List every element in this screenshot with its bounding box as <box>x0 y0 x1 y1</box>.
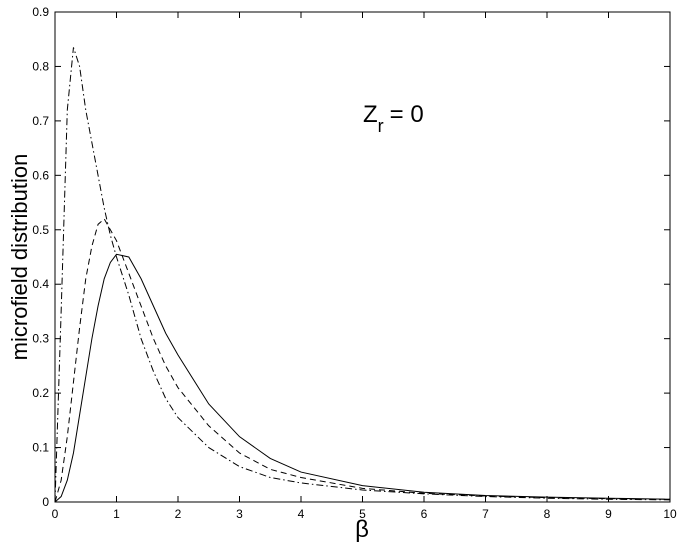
y-tick-label: 0.3 <box>32 332 49 346</box>
x-tick-label: 9 <box>605 507 612 521</box>
x-tick-label: 4 <box>298 507 305 521</box>
y-axis-label: microfield distribution <box>7 154 32 361</box>
y-tick-label: 0.6 <box>32 168 49 182</box>
y-tick-label: 0.8 <box>32 59 49 73</box>
x-tick-label: 0 <box>52 507 59 521</box>
x-tick-label: 8 <box>544 507 551 521</box>
y-tick-label: 0.4 <box>32 277 49 291</box>
y-tick-label: 0.5 <box>32 223 49 237</box>
y-tick-label: 0.9 <box>32 5 49 19</box>
annotation-sub: r <box>378 116 384 136</box>
x-tick-label: 2 <box>175 507 182 521</box>
x-tick-label: 7 <box>482 507 489 521</box>
x-tick-label: 1 <box>113 507 120 521</box>
x-tick-label: 5 <box>359 507 366 521</box>
x-tick-label: 6 <box>421 507 428 521</box>
annotation-rest: = 0 <box>390 101 424 128</box>
y-tick-label: 0.1 <box>32 441 49 455</box>
x-axis-label: β <box>355 516 369 543</box>
series-line <box>54 218 671 503</box>
y-tick-label: 0.7 <box>32 114 49 128</box>
y-tick-label: 0 <box>42 495 49 509</box>
series-line <box>54 253 671 503</box>
x-tick-label: 3 <box>236 507 243 521</box>
annotation-base: Z <box>363 101 378 128</box>
x-tick-label: 10 <box>663 507 677 521</box>
series-line <box>54 47 671 503</box>
plot-frame <box>54 11 671 503</box>
annotation: Zr = 0 <box>363 101 424 136</box>
y-tick-label: 0.2 <box>32 386 49 400</box>
